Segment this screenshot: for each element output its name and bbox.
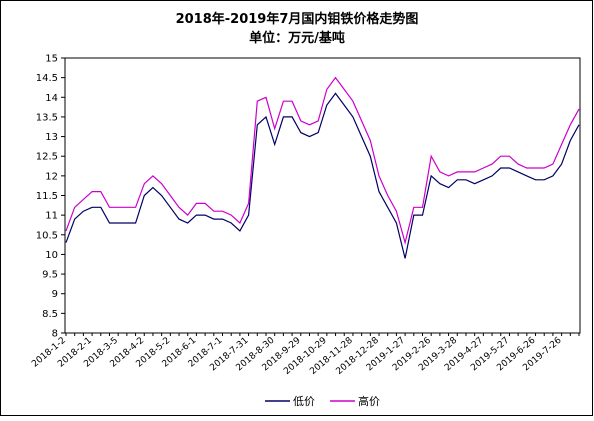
- y-tick-label: 12: [45, 171, 58, 182]
- y-tick-label: 13: [45, 132, 58, 143]
- y-tick-label: 8: [52, 329, 58, 340]
- y-tick-label: 10: [45, 250, 58, 261]
- y-tick-label: 9.5: [42, 270, 58, 281]
- legend-label: 低价: [293, 395, 315, 408]
- chart-title: 2018年-2019年7月国内钼铁价格走势图: [176, 11, 419, 27]
- y-tick-label: 10.5: [36, 230, 58, 241]
- series-line: [65, 76, 580, 245]
- legend-label: 高价: [358, 394, 380, 408]
- chart-subtitle: 单位：万元/基吨: [249, 30, 345, 46]
- y-tick-label: 11.5: [36, 191, 58, 202]
- y-tick-label: 9: [52, 289, 58, 300]
- series-line: [65, 92, 580, 259]
- y-tick-label: 13.5: [36, 112, 58, 123]
- y-tick-label: 14.5: [36, 73, 58, 84]
- y-tick-label: 11: [45, 211, 58, 222]
- y-tick-label: 15: [45, 54, 58, 65]
- y-tick-label: 12.5: [36, 152, 58, 163]
- y-tick-label: 8.5: [42, 309, 58, 320]
- y-tick-label: 14: [45, 93, 58, 104]
